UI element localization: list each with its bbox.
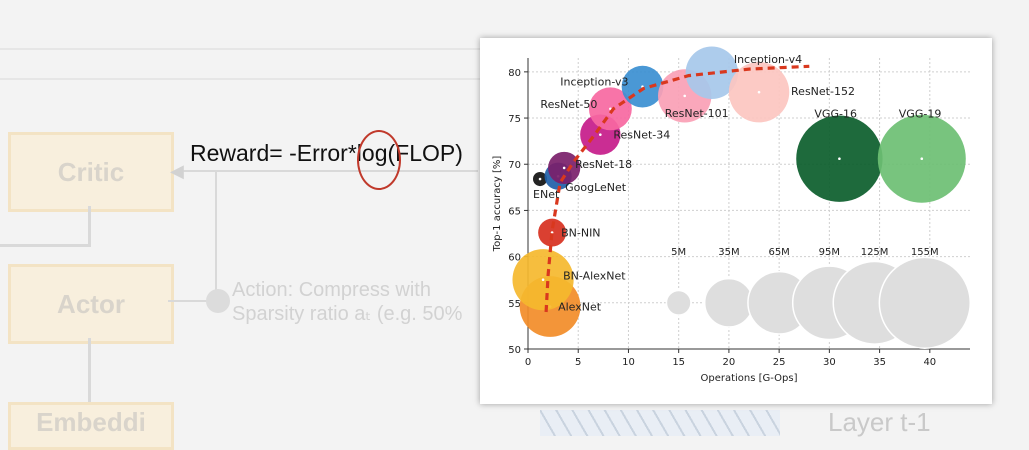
action-node bbox=[206, 289, 230, 313]
bubble-center-dot bbox=[599, 133, 602, 136]
model-label: VGG-16 bbox=[814, 108, 857, 121]
actor-label: Actor bbox=[57, 288, 125, 319]
x-tick-label: 40 bbox=[923, 357, 936, 368]
accuracy-vs-ops-figure: 0 5 10 15 20 25 30 35 40 50 55 60 65 70 75 80 Operations… bbox=[480, 38, 992, 404]
model-label: BN-NIN bbox=[561, 227, 600, 240]
layer-stack bbox=[540, 404, 790, 436]
size-legend-bubble bbox=[665, 289, 692, 316]
reward-formula: Reward= -Error*log(FLOP) bbox=[190, 140, 463, 166]
x-tick-label: 30 bbox=[823, 357, 836, 368]
critic-box: Critic bbox=[8, 132, 174, 212]
bubble-center-dot bbox=[541, 278, 545, 282]
x-tick-label: 25 bbox=[773, 357, 786, 368]
feedback-arrow-head: ◀ bbox=[170, 161, 184, 181]
model-label: VGG-19 bbox=[899, 108, 942, 121]
size-legend-bubble bbox=[703, 277, 754, 328]
bubble-center-dot bbox=[920, 157, 924, 160]
actor-connector bbox=[88, 338, 91, 402]
y-tick-label: 50 bbox=[508, 345, 521, 356]
size-legend-bubble bbox=[878, 256, 972, 350]
y-tick-label: 60 bbox=[508, 253, 521, 264]
action-text-line2: Sparsity ratio aₜ (e.g. 50% bbox=[232, 303, 463, 325]
action-line bbox=[168, 300, 208, 302]
y-tick-label: 65 bbox=[508, 206, 521, 217]
x-tick-label: 0 bbox=[525, 357, 531, 368]
critic-label: Critic bbox=[57, 156, 125, 187]
layer-label: Layer t-1 bbox=[828, 407, 931, 437]
model-label: GoogLeNet bbox=[565, 181, 627, 194]
accuracy-vs-ops-chart: 0 5 10 15 20 25 30 35 40 50 55 60 65 70 75 80 Operations… bbox=[492, 46, 972, 384]
action-text: Action: Compress with Sparsity ratio aₜ … bbox=[232, 278, 462, 326]
y-tick-label: 70 bbox=[508, 160, 521, 171]
model-label: ResNet-34 bbox=[613, 129, 670, 142]
x-axis-label: Operations [G-Ops] bbox=[700, 373, 797, 384]
model-label: ResNet-18 bbox=[575, 158, 632, 171]
feedback-line bbox=[178, 170, 478, 172]
feedback-vertical-line bbox=[215, 172, 217, 290]
model-label: Inception-v4 bbox=[734, 53, 802, 66]
y-tick-label: 75 bbox=[508, 114, 521, 125]
y-axis-label: Top-1 accuracy [%] bbox=[492, 156, 503, 253]
embedding-label: Embeddi bbox=[36, 407, 146, 437]
model-label: AlexNet bbox=[558, 301, 602, 314]
action-text-line1: Action: Compress with bbox=[232, 279, 431, 301]
size-legend-label: 35M bbox=[718, 247, 739, 258]
bubble-center-dot bbox=[562, 166, 566, 170]
x-tick-label: 20 bbox=[723, 357, 736, 368]
log-highlight-circle bbox=[357, 130, 401, 190]
actor-box: Actor bbox=[8, 264, 174, 344]
model-label: ResNet-101 bbox=[665, 107, 729, 120]
critic-connector bbox=[88, 206, 91, 246]
model-label: BN-AlexNet bbox=[563, 270, 626, 283]
pareto-curve bbox=[544, 64, 810, 313]
background-divider bbox=[0, 78, 480, 80]
bubble-center-dot bbox=[838, 157, 841, 160]
embedding-box: Embeddi bbox=[8, 402, 174, 450]
size-legend-label: 65M bbox=[768, 247, 789, 258]
size-legend-label: 155M bbox=[911, 247, 939, 258]
model-label: ResNet-50 bbox=[540, 98, 597, 111]
y-tick-label: 80 bbox=[508, 68, 521, 79]
bubble-center-dot bbox=[683, 94, 687, 98]
size-legend-label: 5M bbox=[671, 247, 686, 258]
model-label: Inception-v3 bbox=[560, 76, 628, 89]
x-tick-label: 15 bbox=[672, 357, 685, 368]
model-label: ENet bbox=[533, 188, 560, 201]
model-label: ResNet-152 bbox=[791, 85, 855, 98]
y-tick-label: 55 bbox=[508, 299, 521, 310]
size-legend-label: 125M bbox=[861, 247, 889, 258]
x-tick-label: 10 bbox=[622, 357, 635, 368]
bubble-center-dot bbox=[538, 177, 542, 181]
bubble-center-dot bbox=[757, 90, 761, 94]
loop-line bbox=[0, 244, 91, 247]
x-tick-label: 5 bbox=[575, 357, 581, 368]
x-tick-label: 35 bbox=[873, 357, 886, 368]
size-legend-label: 95M bbox=[819, 247, 840, 258]
background-divider bbox=[0, 48, 480, 50]
